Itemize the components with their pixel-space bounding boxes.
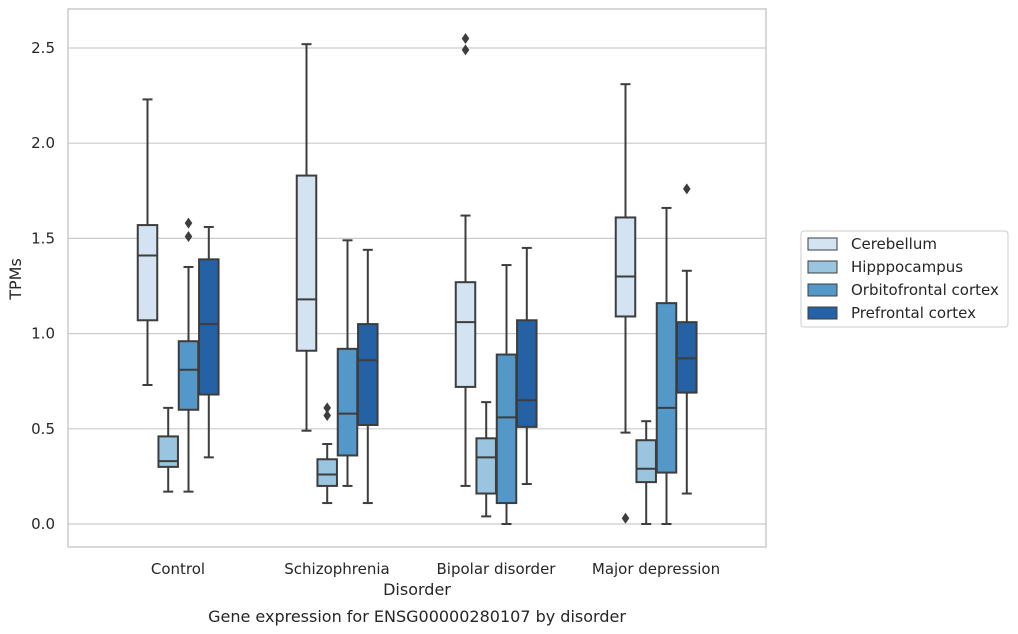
box-body: [157, 435, 179, 468]
x-tick-label: Major depression: [592, 560, 720, 578]
outlier-point: [621, 512, 630, 524]
legend-frame: [800, 230, 1009, 328]
x-tick-label: Control: [151, 560, 205, 578]
box-body: [177, 340, 200, 411]
box-2-3: [516, 246, 538, 486]
box-body: [495, 353, 518, 505]
legend-label: Hipppocampus: [851, 258, 963, 276]
outlier-point: [323, 409, 331, 421]
box-series: [136, 32, 698, 525]
box-body: [316, 458, 338, 487]
x-tick-labels: Control Schizophrenia Bipolar disorder Majo…: [151, 560, 720, 578]
box-body: [295, 174, 318, 352]
box-body: [655, 302, 678, 474]
box-1-3: [357, 248, 379, 505]
outlier-point: [461, 44, 470, 56]
y-tick-label: 1.0: [31, 325, 55, 343]
legend: Cerebellum Hipppocampus Orbitofrontal cort…: [800, 230, 1009, 328]
y-tick-label: 0.0: [31, 515, 55, 533]
box-3-1: [635, 420, 657, 525]
box-body: [475, 437, 497, 495]
box-body: [357, 323, 379, 426]
box-0-1: [157, 406, 179, 493]
legend-swatch: [807, 306, 838, 320]
outlier-point: [461, 32, 470, 44]
legend-label: Orbitofrontal cortex: [851, 281, 999, 299]
box-1-2: [336, 239, 359, 487]
x-tick-label: Bipolar disorder: [437, 560, 557, 578]
box-1-0: [295, 43, 318, 432]
box-body: [336, 347, 359, 457]
y-tick-labels: 0.0 0.5 1.0 1.5 2.0 2.5: [31, 39, 55, 533]
box-1-1: [316, 402, 338, 505]
legend-label: Cerebellum: [851, 235, 937, 253]
box-0-0: [136, 98, 159, 387]
y-tick-label: 1.5: [31, 229, 55, 247]
box-body: [635, 439, 657, 484]
box-body: [136, 224, 159, 322]
box-2-2: [495, 264, 518, 525]
legend-label: Prefrontal cortex: [851, 304, 976, 322]
legend-swatch: [807, 283, 838, 297]
outlier-point: [323, 402, 331, 414]
y-axis-label: TPMs: [6, 258, 25, 301]
x-tick-label: Schizophrenia: [284, 560, 389, 578]
outlier-point: [683, 183, 691, 195]
y-tick-label: 0.5: [31, 420, 55, 438]
legend-swatch: [807, 260, 838, 274]
chart-caption: Gene expression for ENSG00000280107 by d…: [208, 607, 626, 626]
x-axis-label: Disorder: [383, 580, 451, 599]
box-3-0: [614, 83, 637, 524]
box-body: [198, 258, 220, 396]
box-body: [614, 216, 637, 318]
y-tick-label: 2.0: [31, 134, 55, 152]
box-body: [516, 319, 538, 428]
outlier-point: [184, 230, 193, 242]
box-body: [454, 281, 477, 388]
y-tick-label: 2.5: [31, 39, 55, 57]
outlier-point: [184, 217, 193, 229]
box-0-3: [198, 225, 220, 459]
box-2-0: [454, 32, 477, 487]
legend-swatch: [807, 237, 838, 251]
box-0-2: [177, 217, 200, 493]
box-3-3: [676, 183, 698, 495]
